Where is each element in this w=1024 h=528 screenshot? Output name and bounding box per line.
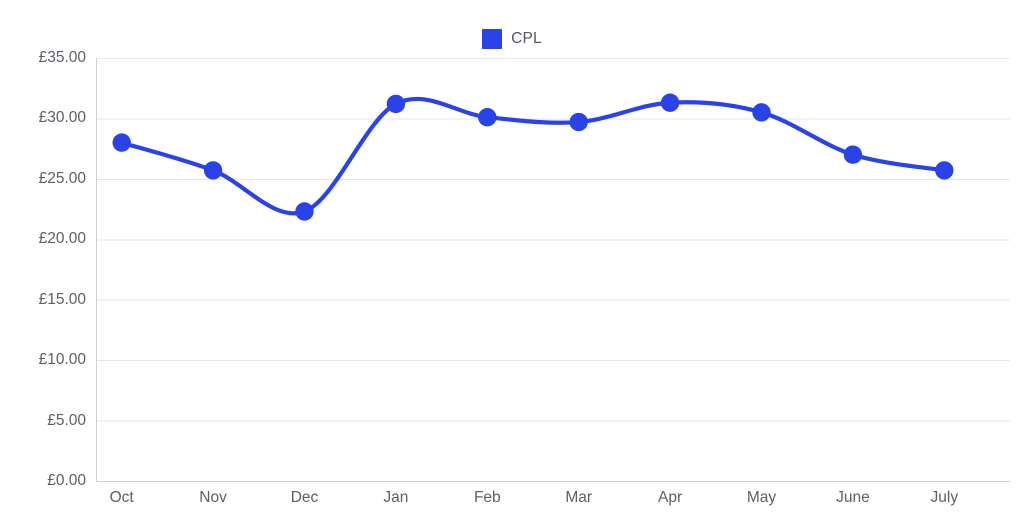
x-axis-tick-label: Dec	[290, 489, 319, 506]
x-axis-tick-label: Jan	[383, 489, 409, 506]
data-point-marker[interactable]	[935, 161, 954, 180]
legend-item-cpl[interactable]: CPL	[482, 29, 542, 49]
legend-label-cpl: CPL	[511, 30, 542, 48]
x-axis-tick-label: June	[836, 489, 870, 506]
data-point-marker[interactable]	[112, 133, 131, 152]
x-axis-tick-label: Mar	[565, 489, 593, 506]
data-point-marker[interactable]	[203, 161, 223, 180]
x-axis-tick-label: Oct	[109, 489, 134, 506]
x-axis-tick-label: Nov	[199, 489, 227, 506]
data-point-marker[interactable]	[478, 108, 497, 127]
x-axis-tick-label: July	[930, 489, 959, 506]
y-axis-tick-label: £15.00	[38, 290, 86, 308]
series-markers-cpl	[112, 93, 954, 221]
y-axis-tick-label: £25.00	[38, 169, 86, 187]
y-axis-tick-label: £35.00	[38, 49, 86, 66]
data-point-marker[interactable]	[660, 93, 680, 112]
x-axis-tick-label: May	[746, 489, 777, 506]
chart-legend: CPL	[0, 26, 1024, 52]
y-axis-tick-label: £20.00	[38, 230, 86, 248]
y-axis-tick-label: £10.00	[38, 351, 86, 369]
series-line-cpl	[119, 96, 947, 216]
y-axis-tick-label: £30.00	[38, 109, 86, 127]
data-point-marker[interactable]	[843, 145, 863, 164]
data-point-marker[interactable]	[569, 112, 588, 132]
y-axis-tick-labels: £0.00 £5.00 £10.00 £15.00 £20.00 £25.00 £30.00…	[0, 0, 86, 528]
y-axis-tick-label: £5.00	[47, 411, 86, 429]
x-axis-tick-label: Apr	[658, 489, 683, 506]
data-point-marker[interactable]	[295, 202, 314, 221]
data-point-marker[interactable]	[752, 103, 771, 122]
x-axis-tick-label: Feb	[473, 489, 501, 506]
data-point-marker[interactable]	[386, 94, 406, 114]
legend-swatch-cpl	[482, 29, 503, 49]
y-axis-tick-label: £0.00	[47, 472, 86, 489]
